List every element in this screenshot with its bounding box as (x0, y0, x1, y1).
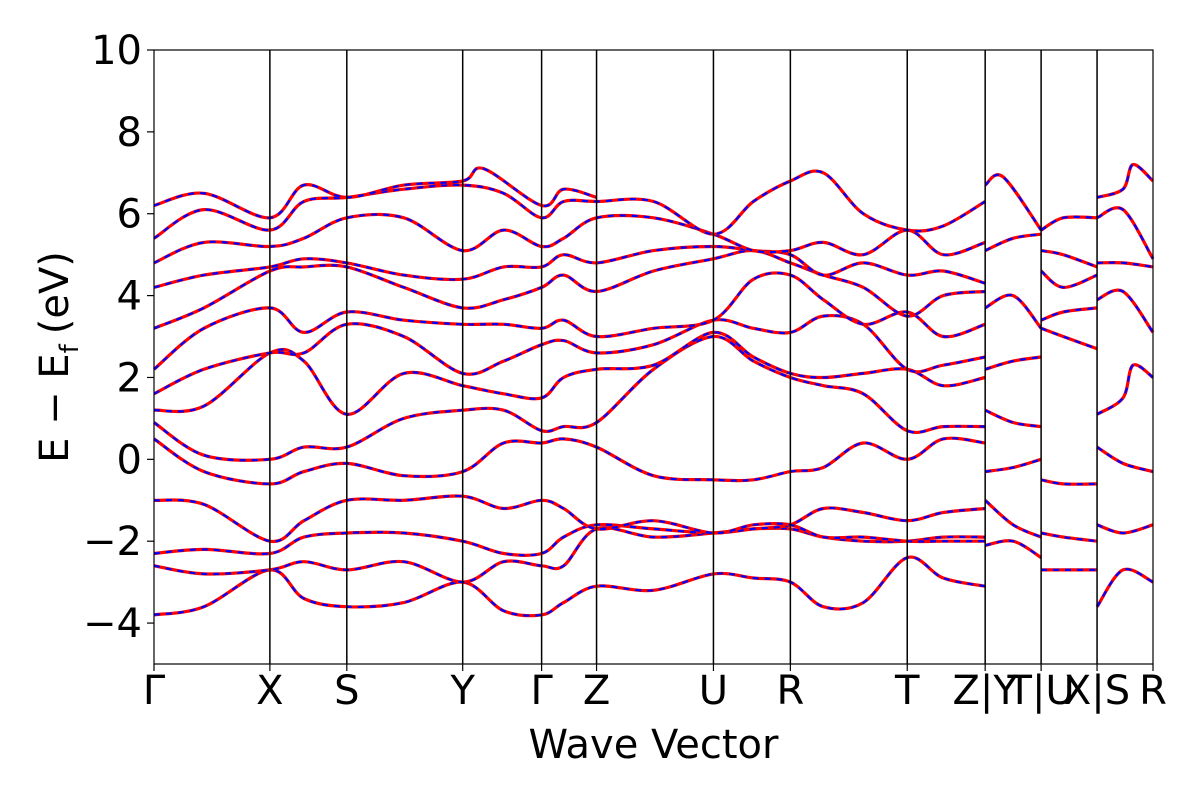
band-line-red-30 (1096, 163, 1155, 199)
x-tick-label-9: Z|Y (953, 668, 1019, 714)
band-line-blue-6 (153, 331, 986, 416)
band-line-red-11 (153, 212, 986, 265)
bands-layer (152, 163, 1155, 618)
band-line-blue-22 (1040, 215, 1098, 232)
band-line-blue-24 (1040, 270, 1098, 289)
plot-frame (153, 49, 1154, 665)
x-tick-label-10: T|U (1007, 668, 1075, 714)
band-line-red-24 (1040, 269, 1098, 289)
x-tick-label-11: X|S (1064, 668, 1130, 714)
x-axis-label: Wave Vector (529, 722, 780, 768)
band-line-blue-25 (1040, 306, 1098, 322)
band-line-red-21 (984, 539, 1042, 559)
band-line-blue-3 (153, 494, 986, 543)
y-tick-label-0: −4 (83, 601, 142, 647)
y-axis-label-unit: (eV) (32, 251, 78, 334)
band-line-blue-34 (1096, 363, 1154, 416)
band-line-blue-15 (984, 233, 1042, 252)
band-line-red-18 (984, 408, 1042, 429)
band-line-red-20 (984, 499, 1042, 539)
band-line-blue-10 (153, 245, 986, 289)
band-line-red-1 (153, 526, 986, 584)
band-line-blue-12 (153, 169, 986, 240)
band-line-red-15 (984, 232, 1042, 253)
band-line-red-16 (984, 293, 1043, 330)
band-line-red-22 (1040, 215, 1098, 232)
y-axis-label-subscript: f (55, 343, 85, 353)
band-line-blue-37 (1096, 568, 1154, 608)
band-line-blue-26 (1040, 327, 1098, 350)
x-tick-label-5: Z (583, 668, 610, 714)
y-axis-label: E − Ef (eV) (32, 251, 85, 463)
band-line-red-14 (984, 173, 1043, 232)
band-line-blue-2 (153, 506, 986, 557)
band-line-red-35 (1096, 445, 1154, 474)
kpoint-lines (269, 50, 1098, 664)
x-tick-label-1: X (256, 668, 283, 714)
y-ticks: −4 −2 0 2 4 6 8 10 (83, 28, 154, 647)
band-line-blue-5 (153, 335, 986, 462)
band-line-red-37 (1095, 567, 1154, 608)
y-tick-label-6: 8 (117, 110, 142, 156)
band-line-blue-8 (153, 271, 986, 371)
x-tick-label-8: T (894, 668, 920, 714)
y-tick-label-1: −2 (83, 519, 142, 565)
band-line-red-31 (1096, 206, 1155, 260)
band-line-blue-9 (153, 249, 986, 330)
band-line-blue-27 (1040, 478, 1098, 486)
y-tick-label-7: 10 (91, 28, 142, 74)
band-line-blue-31 (1096, 206, 1154, 260)
band-line-blue-0 (153, 556, 986, 617)
band-line-red-5 (153, 334, 986, 462)
band-line-blue-32 (1097, 261, 1154, 268)
x-tick-label-4: Γ (530, 668, 553, 714)
band-line-blue-18 (984, 409, 1042, 428)
band-line-red-34 (1096, 363, 1154, 416)
band-line-blue-19 (985, 458, 1042, 473)
band-line-blue-23 (1040, 249, 1098, 268)
x-tick-label-6: U (699, 668, 728, 714)
band-line-blue-35 (1096, 446, 1154, 473)
band-line-blue-4 (153, 437, 986, 486)
y-tick-label-3: 2 (117, 355, 142, 401)
band-line-red-4 (153, 436, 986, 486)
band-line-blue-33 (1096, 289, 1154, 334)
band-line-red-36 (1096, 523, 1154, 535)
band-line-blue-30 (1096, 163, 1154, 199)
band-line-red-33 (1096, 288, 1155, 334)
x-tick-label-0: Γ (143, 668, 166, 714)
band-line-blue-21 (984, 539, 1042, 559)
x-ticks: Γ X S Y Γ Z U R T Z|YT|UX|S R (143, 664, 1167, 714)
band-line-blue-7 (153, 314, 986, 395)
band-line-blue-17 (984, 355, 1042, 371)
band-line-red-2 (153, 506, 986, 557)
band-line-blue-36 (1096, 523, 1154, 535)
band-line-blue-28 (1040, 531, 1098, 543)
band-line-blue-13 (153, 166, 597, 219)
y-tick-label-4: 4 (117, 274, 142, 320)
band-line-blue-14 (984, 173, 1042, 231)
x-tick-label-2: S (334, 668, 359, 714)
x-tick-label-3: Y (449, 668, 475, 714)
band-line-blue-20 (984, 499, 1042, 539)
band-line-red-0 (153, 555, 986, 618)
y-tick-label-2: 0 (117, 437, 142, 483)
band-line-blue-16 (984, 293, 1042, 330)
band-line-red-7 (153, 313, 986, 396)
y-tick-label-5: 6 (117, 192, 142, 238)
x-tick-label-7: R (776, 668, 804, 714)
x-tick-label-12: R (1139, 668, 1167, 714)
y-axis-label-main: E − E (32, 353, 78, 463)
